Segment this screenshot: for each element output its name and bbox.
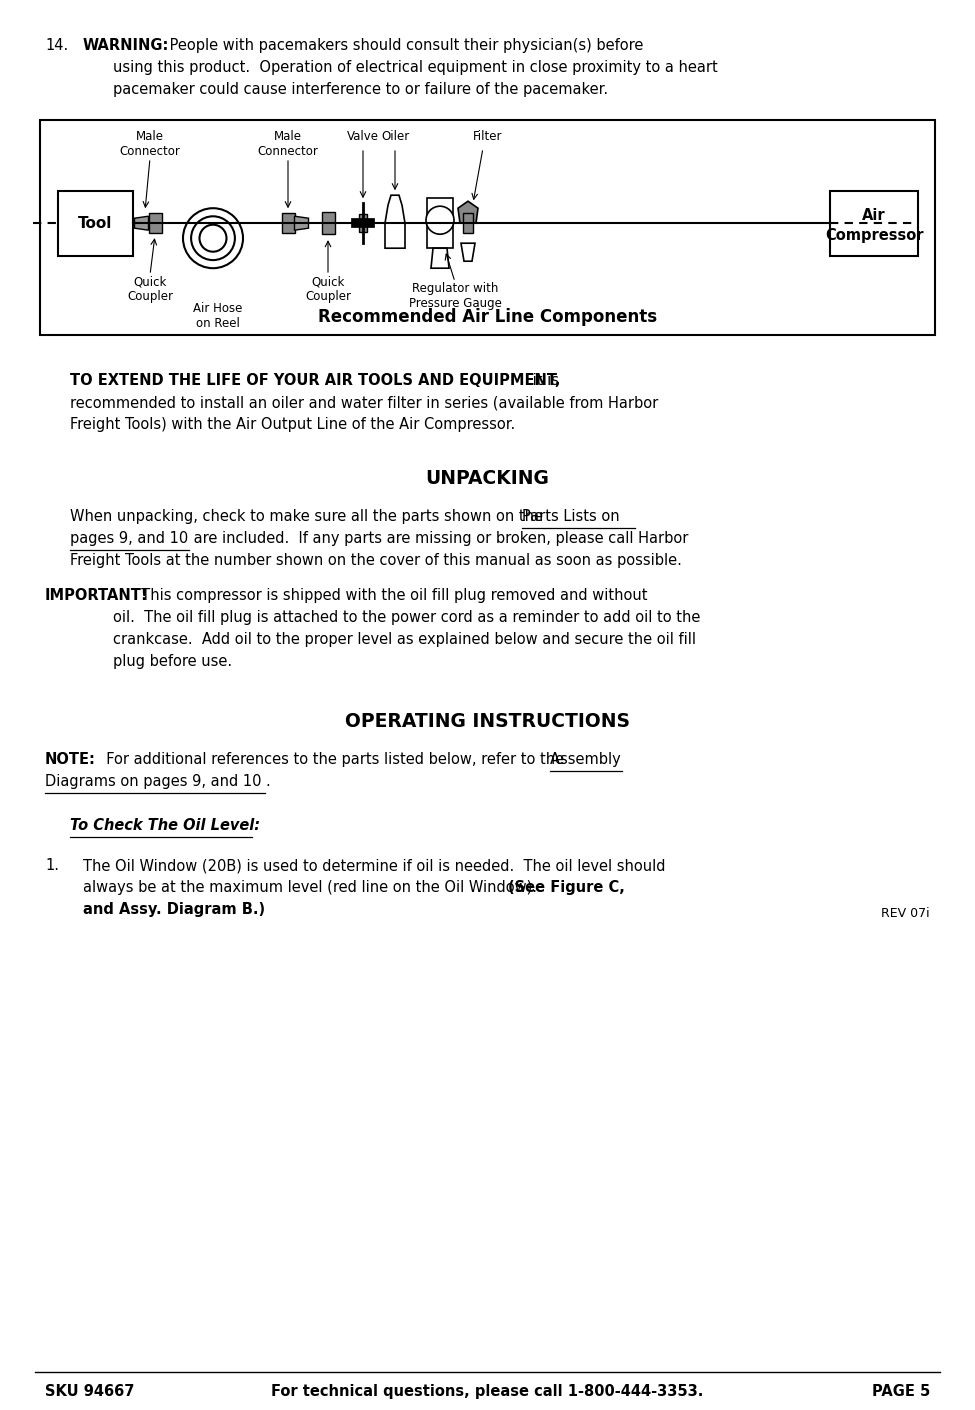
Text: pages 9, and 10: pages 9, and 10 (70, 532, 188, 546)
Text: Quick
Coupler: Quick Coupler (305, 275, 351, 303)
Text: REV 07i: REV 07i (881, 907, 930, 919)
Text: Male
Connector: Male Connector (257, 130, 319, 158)
Text: Male
Connector: Male Connector (120, 130, 180, 158)
Polygon shape (135, 216, 148, 230)
Circle shape (426, 206, 454, 234)
Text: Parts Lists on: Parts Lists on (522, 509, 620, 525)
Text: Filter: Filter (473, 130, 503, 142)
Bar (322, 212, 334, 234)
Text: Assembly: Assembly (550, 752, 625, 767)
Text: For technical questions, please call 1-800-444-3353.: For technical questions, please call 1-8… (271, 1385, 704, 1399)
Text: 14.: 14. (45, 38, 68, 54)
Text: Freight Tools) with the Air Output Line of the Air Compressor.: Freight Tools) with the Air Output Line … (70, 417, 515, 431)
Polygon shape (458, 202, 478, 223)
Polygon shape (461, 243, 475, 261)
Text: Valve: Valve (347, 130, 379, 142)
Text: For additional references to the parts listed below, refer to the: For additional references to the parts l… (97, 752, 568, 767)
Bar (427, 199, 453, 248)
Text: Quick
Coupler: Quick Coupler (127, 275, 173, 303)
FancyBboxPatch shape (830, 190, 918, 255)
Text: Regulator with
Pressure Gauge: Regulator with Pressure Gauge (409, 282, 501, 310)
Polygon shape (385, 195, 405, 248)
Text: crankcase.  Add oil to the proper level as explained below and secure the oil fi: crankcase. Add oil to the proper level a… (113, 632, 696, 647)
Text: UNPACKING: UNPACKING (425, 470, 550, 488)
Text: People with pacemakers should consult their physician(s) before: People with pacemakers should consult th… (165, 38, 644, 54)
Text: NOTE:: NOTE: (45, 752, 96, 767)
Bar (463, 213, 473, 233)
Bar (40, 120, 935, 336)
FancyBboxPatch shape (58, 190, 133, 255)
Text: Oiler: Oiler (381, 130, 410, 142)
Text: are included.  If any parts are missing or broken, please call Harbor: are included. If any parts are missing o… (189, 532, 688, 546)
Text: 1.: 1. (45, 859, 59, 873)
Text: This compressor is shipped with the oil fill plug removed and without: This compressor is shipped with the oil … (132, 588, 647, 603)
Text: TO EXTEND THE LIFE OF YOUR AIR TOOLS AND EQUIPMENT,: TO EXTEND THE LIFE OF YOUR AIR TOOLS AND… (70, 374, 561, 388)
Text: (See Figure C,: (See Figure C, (508, 880, 625, 895)
Bar (282, 213, 294, 233)
Text: oil.  The oil fill plug is attached to the power cord as a reminder to add oil t: oil. The oil fill plug is attached to th… (113, 611, 700, 625)
Text: it is: it is (528, 374, 559, 388)
Text: PAGE 5: PAGE 5 (872, 1385, 930, 1399)
Text: and Assy. Diagram B.): and Assy. Diagram B.) (83, 902, 265, 916)
Text: Freight Tools at the number shown on the cover of this manual as soon as possibl: Freight Tools at the number shown on the… (70, 553, 682, 568)
Text: Air: Air (862, 207, 886, 223)
Bar (359, 214, 367, 233)
Text: OPERATING INSTRUCTIONS: OPERATING INSTRUCTIONS (345, 712, 630, 730)
Text: .: . (265, 774, 270, 790)
Text: Compressor: Compressor (825, 227, 923, 243)
Text: IMPORTANT!: IMPORTANT! (45, 588, 148, 603)
Text: Diagrams on pages 9, and 10: Diagrams on pages 9, and 10 (45, 774, 261, 790)
Bar (148, 213, 162, 233)
Text: WARNING:: WARNING: (83, 38, 170, 54)
Text: recommended to install an oiler and water filter in series (available from Harbo: recommended to install an oiler and wate… (70, 395, 658, 410)
Polygon shape (294, 216, 308, 230)
Text: using this product.  Operation of electrical equipment in close proximity to a h: using this product. Operation of electri… (113, 61, 718, 75)
Text: Recommended Air Line Components: Recommended Air Line Components (318, 307, 657, 326)
Polygon shape (431, 248, 449, 268)
Text: To Check The Oil Level:: To Check The Oil Level: (70, 818, 260, 833)
Text: SKU 94667: SKU 94667 (45, 1385, 135, 1399)
Text: Tool: Tool (78, 216, 113, 231)
Text: Air Hose
on Reel: Air Hose on Reel (193, 302, 243, 330)
Text: always be at the maximum level (red line on the Oil Window).: always be at the maximum level (red line… (83, 880, 546, 895)
Text: The Oil Window (20B) is used to determine if oil is needed.  The oil level shoul: The Oil Window (20B) is used to determin… (83, 859, 666, 873)
Text: When unpacking, check to make sure all the parts shown on the: When unpacking, check to make sure all t… (70, 509, 548, 525)
Text: plug before use.: plug before use. (113, 654, 232, 668)
Text: pacemaker could cause interference to or failure of the pacemaker.: pacemaker could cause interference to or… (113, 82, 608, 97)
